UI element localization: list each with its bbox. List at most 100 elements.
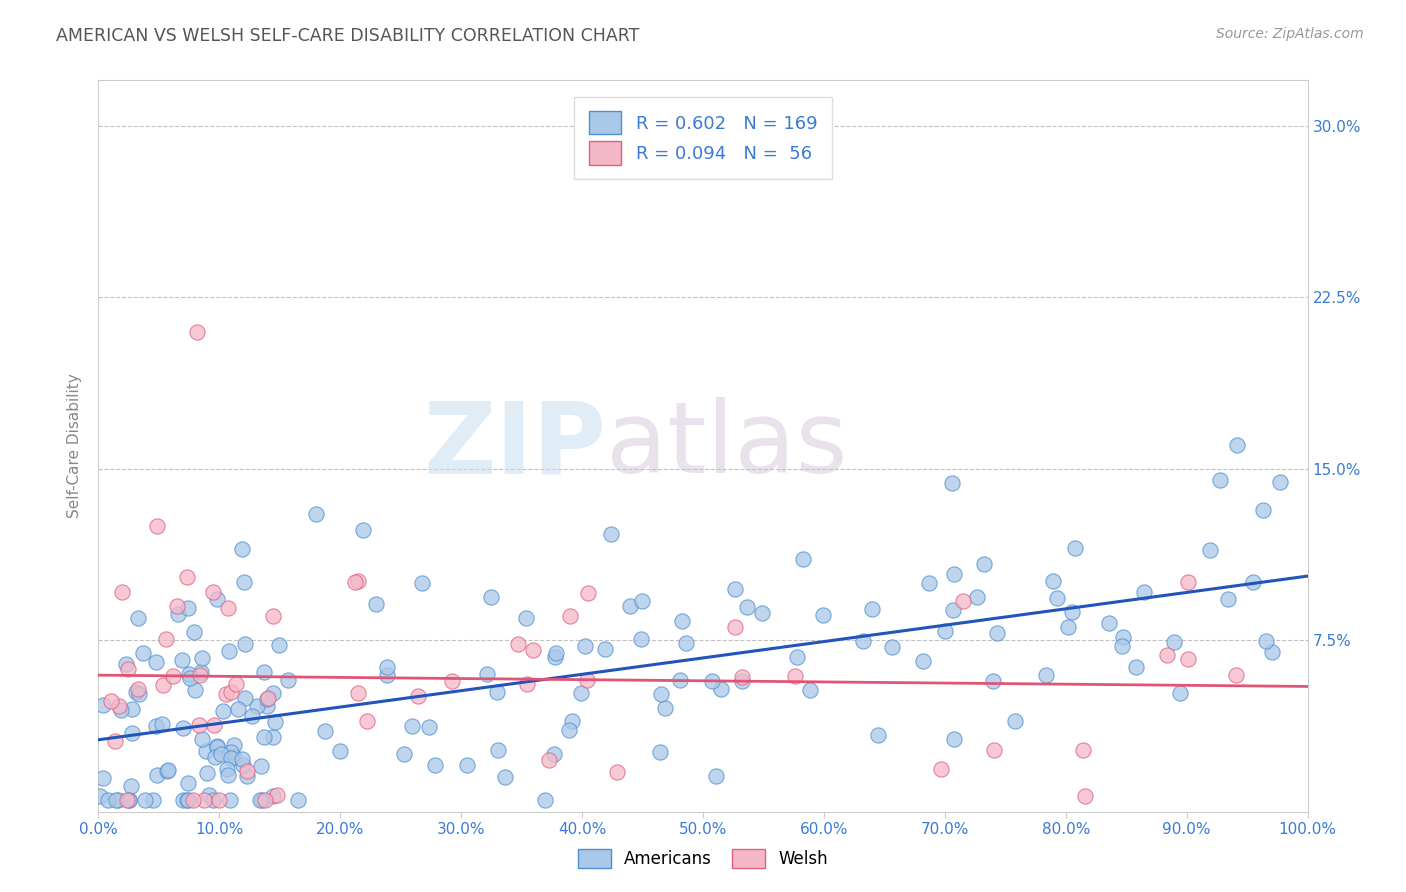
Point xyxy=(1046,591,1069,606)
Point xyxy=(983,743,1005,757)
Point xyxy=(723,582,745,596)
Point xyxy=(569,686,592,700)
Point xyxy=(205,739,228,754)
Point xyxy=(198,789,221,803)
Point xyxy=(240,708,263,723)
Point xyxy=(120,779,142,793)
Point xyxy=(700,674,723,689)
Point xyxy=(1074,789,1097,804)
Legend: R = 0.602   N = 169, R = 0.094   N =  56: R = 0.602 N = 169, R = 0.094 N = 56 xyxy=(574,96,832,179)
Point xyxy=(266,789,288,803)
Point xyxy=(134,793,156,807)
Point xyxy=(232,574,254,589)
Point xyxy=(127,681,149,696)
Point xyxy=(262,686,284,700)
Point xyxy=(1199,543,1222,558)
Point xyxy=(731,673,754,688)
Point xyxy=(121,726,143,740)
Point xyxy=(201,585,224,599)
Point xyxy=(983,674,1005,689)
Point xyxy=(262,609,284,624)
Point xyxy=(783,669,806,683)
Point xyxy=(217,600,239,615)
Point xyxy=(1057,620,1080,634)
Point xyxy=(218,644,240,658)
Y-axis label: Self-Care Disability: Self-Care Disability xyxy=(67,374,83,518)
Point xyxy=(235,691,257,706)
Point xyxy=(91,771,114,785)
Point xyxy=(181,793,204,807)
Point xyxy=(252,793,274,807)
Point xyxy=(226,702,249,716)
Point xyxy=(218,793,240,807)
Point xyxy=(751,606,773,620)
Point xyxy=(1042,574,1064,588)
Point xyxy=(215,687,238,701)
Point xyxy=(184,682,207,697)
Point xyxy=(157,764,180,778)
Point xyxy=(262,789,284,803)
Point xyxy=(486,742,509,756)
Point xyxy=(104,793,127,807)
Point xyxy=(97,793,120,807)
Point xyxy=(329,744,352,758)
Point xyxy=(912,654,935,668)
Point xyxy=(224,738,246,752)
Point xyxy=(401,719,423,733)
Point xyxy=(246,699,269,714)
Point xyxy=(254,793,277,807)
Point xyxy=(256,692,278,706)
Point xyxy=(219,684,242,698)
Point xyxy=(1256,634,1278,648)
Point xyxy=(811,608,834,623)
Point xyxy=(257,690,280,705)
Point xyxy=(630,632,652,647)
Point xyxy=(1064,541,1087,555)
Point xyxy=(195,744,218,758)
Point xyxy=(305,508,328,522)
Text: atlas: atlas xyxy=(606,398,848,494)
Point xyxy=(675,636,697,650)
Point xyxy=(352,523,374,537)
Point xyxy=(111,584,134,599)
Point xyxy=(118,793,141,807)
Point xyxy=(262,730,284,744)
Point xyxy=(1226,438,1249,452)
Point xyxy=(560,714,582,728)
Point xyxy=(128,687,150,701)
Point xyxy=(205,592,228,607)
Point xyxy=(425,757,447,772)
Point xyxy=(986,626,1008,640)
Point xyxy=(188,668,211,682)
Point xyxy=(724,620,747,634)
Point xyxy=(187,717,209,731)
Point xyxy=(574,639,596,653)
Point xyxy=(1163,635,1185,649)
Point xyxy=(1112,630,1135,644)
Point xyxy=(495,770,517,784)
Point xyxy=(219,750,242,764)
Point xyxy=(942,567,965,582)
Point xyxy=(190,732,212,747)
Point xyxy=(222,750,245,764)
Point xyxy=(347,686,370,700)
Point xyxy=(253,730,276,744)
Point xyxy=(375,667,398,681)
Point xyxy=(231,751,253,765)
Point xyxy=(934,624,956,638)
Point xyxy=(654,701,676,715)
Point xyxy=(232,758,254,772)
Point xyxy=(177,793,200,807)
Point xyxy=(1035,668,1057,682)
Point xyxy=(156,764,179,779)
Point xyxy=(1004,714,1026,729)
Point xyxy=(522,643,544,657)
Point xyxy=(880,640,903,655)
Point xyxy=(973,557,995,571)
Point xyxy=(117,662,139,676)
Point xyxy=(249,758,271,772)
Point xyxy=(557,723,579,737)
Point xyxy=(1156,648,1178,662)
Point xyxy=(233,637,256,651)
Point xyxy=(506,637,529,651)
